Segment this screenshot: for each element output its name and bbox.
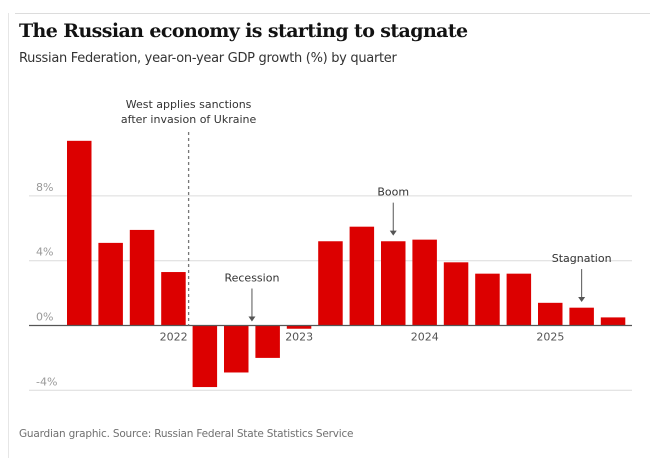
bar [161, 272, 186, 326]
bar [538, 302, 563, 326]
annotation-label: Recession [224, 272, 279, 285]
y-tick-label: 0% [36, 311, 53, 324]
annotation-label: West applies sanctions [126, 98, 252, 111]
annotation-layer: West applies sanctions after invasion of … [121, 98, 612, 326]
annotation-label: Stagnation [552, 252, 612, 265]
arrow-head-icon [248, 316, 256, 322]
annotation-label: Boom [377, 186, 409, 199]
bar [475, 273, 500, 326]
bar [98, 242, 123, 326]
bar [349, 226, 375, 326]
arrow-head-icon [578, 297, 586, 303]
top-rule [15, 13, 650, 14]
bar [506, 273, 532, 326]
y-tick-label: 8% [36, 181, 53, 194]
source-credit: Guardian graphic. Source: Russian Federa… [19, 428, 354, 440]
bar-layer [67, 140, 626, 388]
bar [600, 317, 626, 326]
y-tick-label: 4% [36, 246, 53, 259]
bar [318, 241, 343, 326]
y-tick-label: -4% [36, 375, 57, 388]
bar [569, 307, 594, 326]
bar [412, 239, 437, 326]
bar [129, 229, 155, 326]
bar [255, 325, 280, 358]
bar [67, 140, 92, 326]
bar [224, 325, 249, 373]
left-border [8, 13, 9, 458]
x-year-label: 2024 [411, 331, 439, 344]
x-year-label: 2023 [285, 331, 313, 344]
arrow-head-icon [389, 230, 397, 236]
bar [286, 325, 312, 329]
axis-layer: 8% 4% 0% -4% 2022 2023 2024 2025 [29, 181, 632, 388]
x-year-label: 2022 [160, 331, 188, 344]
bar [192, 325, 218, 388]
x-year-label: 2025 [536, 331, 564, 344]
chart-subtitle: Russian Federation, year-on-year GDP gro… [19, 51, 397, 66]
bar [381, 241, 406, 326]
chart-title: The Russian economy is starting to stagn… [19, 20, 468, 42]
annotation-label: after invasion of Ukraine [121, 113, 257, 126]
bar [443, 262, 469, 326]
